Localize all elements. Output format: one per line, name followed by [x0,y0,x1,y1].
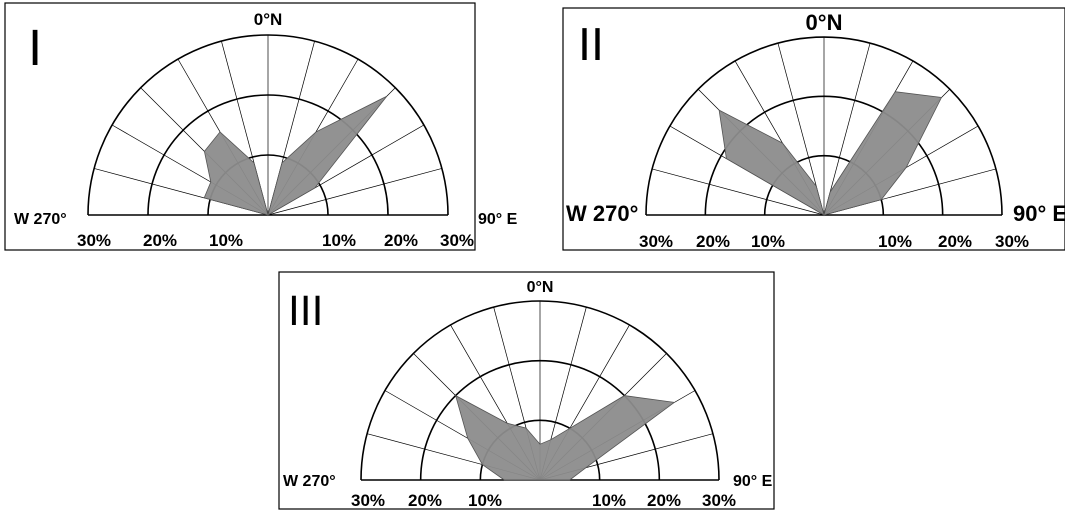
radial-tick-label: 20% [696,232,730,251]
radial-tick-label: 20% [143,231,177,250]
west-label: W 270° [566,201,638,226]
radial-tick-label: 20% [938,232,972,251]
panel-title: I [28,21,42,77]
radial-tick-label: 10% [878,232,912,251]
rose-area [203,95,388,217]
west-label: W 270° [283,473,336,490]
east-label: 90° E [733,473,773,490]
radial-tick-label: 30% [440,231,474,250]
ring-20pct [704,95,944,216]
east-label: 90° E [478,211,518,228]
radial-tick-label: 20% [408,491,442,510]
radial-tick-label: 30% [995,232,1029,251]
radial-tick-label: 30% [702,491,736,510]
rose-area [454,394,676,481]
radial-tick-label: 30% [351,491,385,510]
radial-tick-label: 10% [322,231,356,250]
panel-frame [4,2,476,251]
panel-title: III [288,289,323,335]
spoke-line [651,168,825,216]
radial-tick-label: 10% [468,491,502,510]
panel-title: II [578,20,604,71]
ring-20pct [419,359,661,481]
radial-tick-label: 20% [647,491,681,510]
north-label: 0°N [806,10,843,35]
radial-tick-label: 10% [209,231,243,250]
radial-tick-label: 20% [384,231,418,250]
east-label: 90° E [1013,201,1065,226]
rose-panel-1: I0°NW 270° 90° E30% 20% 10% 10% 20% 30% [4,2,518,251]
radial-tick-label: 30% [77,231,111,250]
north-label: 0°N [254,10,283,29]
spoke-line [823,42,871,216]
ring-30pct [87,34,449,216]
ring-20pct [147,94,389,216]
north-label: 0°N [527,279,554,296]
ring-30pct [645,36,1003,216]
radial-tick-label: 10% [592,491,626,510]
ring-30pct [360,300,720,481]
radial-tick-label: 10% [751,232,785,251]
west-label: W 270° [14,211,67,228]
rose-panel-2: II 0°N W 270° 90° E 30% 20% 10% 10% 20% 30% [562,7,1065,251]
rose-area [718,91,943,217]
radial-tick-label: 30% [639,232,673,251]
spoke-line [267,168,442,216]
